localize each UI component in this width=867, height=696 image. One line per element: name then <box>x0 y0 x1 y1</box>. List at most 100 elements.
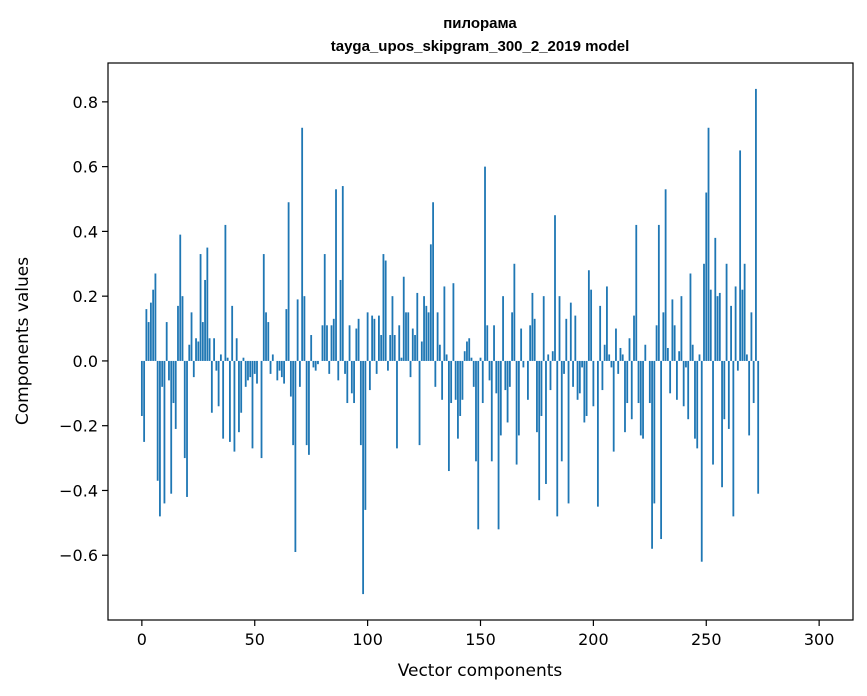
bar <box>538 360 541 501</box>
bar <box>599 305 602 361</box>
bar <box>262 254 265 361</box>
bar <box>495 360 498 394</box>
bar <box>619 347 622 361</box>
bar <box>368 360 371 391</box>
bar <box>283 360 285 384</box>
bar <box>606 286 608 361</box>
bar <box>380 335 383 361</box>
bar <box>256 360 258 384</box>
bar <box>429 244 432 361</box>
bar <box>400 357 403 361</box>
plot-frame <box>107 62 854 621</box>
bar <box>459 360 462 416</box>
bar <box>560 360 563 462</box>
bar <box>192 360 195 378</box>
bar <box>165 322 168 361</box>
bars-group <box>140 88 760 595</box>
bar <box>621 354 624 361</box>
bar <box>635 224 638 361</box>
bar <box>694 360 696 439</box>
bar <box>569 302 572 361</box>
bar <box>700 360 703 562</box>
bar <box>743 263 746 361</box>
bar <box>443 286 446 361</box>
bar <box>752 360 755 404</box>
bar <box>425 305 428 361</box>
bar <box>362 360 365 595</box>
x-tick-label: 0 <box>137 630 147 649</box>
bar <box>721 360 723 488</box>
bar <box>328 360 331 374</box>
bar <box>407 312 410 361</box>
bar <box>314 360 317 371</box>
bar <box>736 360 739 371</box>
bar <box>499 360 502 436</box>
bar <box>592 360 595 407</box>
bar <box>287 202 290 361</box>
y-tick-label: −0.4 <box>59 481 98 500</box>
bar <box>689 273 692 361</box>
bar <box>662 312 665 361</box>
bar <box>332 318 335 361</box>
bar <box>466 341 468 361</box>
bar <box>382 254 385 361</box>
bar <box>651 360 653 549</box>
bar <box>633 315 635 361</box>
bar <box>522 360 525 368</box>
bar <box>265 312 267 361</box>
bar <box>454 360 457 400</box>
bar <box>402 276 405 361</box>
bar <box>308 360 310 455</box>
bar <box>748 360 751 436</box>
bar <box>296 299 299 361</box>
bar <box>357 318 360 361</box>
bar <box>691 344 694 361</box>
bar <box>517 360 520 436</box>
bar <box>154 273 157 361</box>
bar <box>445 354 448 361</box>
bar <box>687 360 690 420</box>
x-tick-label: 100 <box>352 630 383 649</box>
bar <box>542 296 545 361</box>
bar <box>170 360 173 494</box>
bar <box>624 360 626 433</box>
bar <box>502 296 504 361</box>
y-axis-ticks: −0.6 −0.4 −0.2 0.0 0.2 0.4 0.6 0.8 <box>59 93 108 565</box>
bar <box>481 360 484 404</box>
bar <box>371 315 374 361</box>
bar <box>709 289 712 361</box>
x-axis-ticks: 0 50 100 150 200 250 300 <box>137 620 834 649</box>
bar <box>574 315 577 361</box>
bar <box>533 318 536 361</box>
bar <box>337 360 340 381</box>
bar <box>547 354 550 361</box>
bar <box>436 312 439 361</box>
bar <box>545 360 547 484</box>
bar <box>140 360 143 416</box>
bar <box>199 254 202 361</box>
bar <box>423 296 425 361</box>
bar <box>712 360 714 465</box>
bar <box>554 215 556 361</box>
bar <box>186 360 188 497</box>
bar <box>745 354 748 361</box>
bar <box>247 360 249 381</box>
bar <box>513 263 516 361</box>
bar <box>396 360 398 449</box>
bar <box>432 202 434 361</box>
bar <box>750 312 753 361</box>
bar <box>508 360 511 387</box>
bar <box>727 360 730 429</box>
bar <box>330 325 333 361</box>
bar <box>630 360 633 420</box>
bar <box>527 360 529 400</box>
bar <box>420 341 423 361</box>
bar <box>664 189 667 361</box>
bar <box>414 335 416 361</box>
bar <box>393 335 396 361</box>
bar <box>716 296 719 361</box>
bar <box>718 292 721 361</box>
x-tick-label: 50 <box>245 630 265 649</box>
bar <box>163 360 166 504</box>
bar <box>301 127 304 361</box>
